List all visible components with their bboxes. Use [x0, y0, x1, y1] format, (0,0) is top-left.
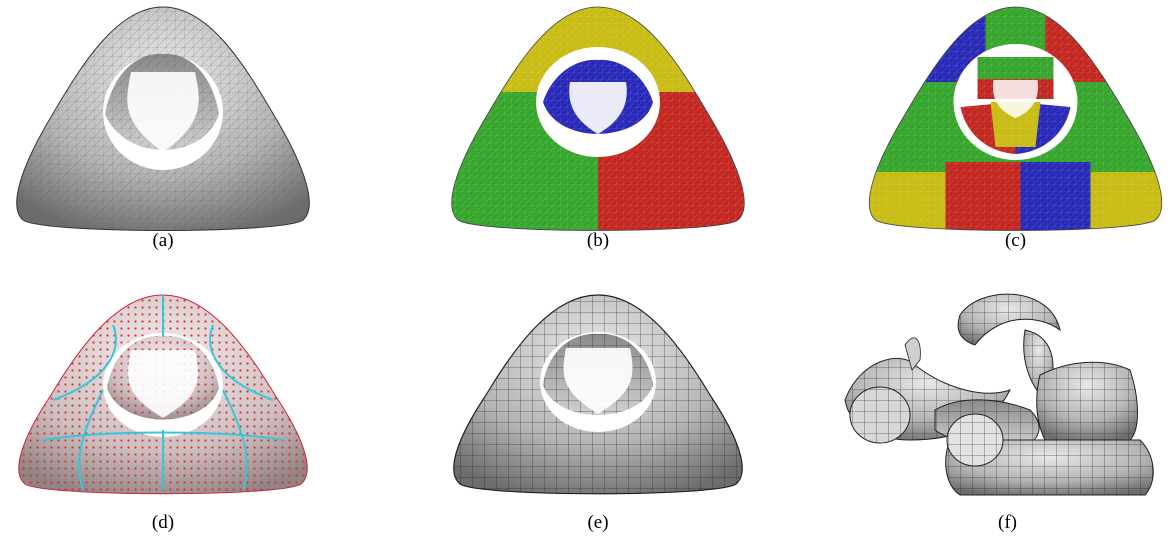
panel-e: (e) — [438, 290, 758, 544]
panel-c: (c) — [858, 2, 1173, 262]
segmented-torus-3-regions — [451, 6, 745, 231]
sample-points-torus — [18, 294, 308, 495]
caption-e: (e) — [587, 512, 609, 533]
segmented-torus-many-regions — [868, 6, 1163, 231]
patch-right — [945, 361, 1154, 496]
exploded-patches — [844, 293, 1154, 496]
patch-boundaries — [42, 295, 284, 491]
caption-f: (f) — [998, 512, 1017, 533]
panel-b: (b) — [438, 2, 758, 262]
caption-c: (c) — [1004, 230, 1027, 251]
panel-f: (f) — [840, 290, 1175, 544]
quad-mesh-torus — [453, 294, 743, 495]
triangle-mesh-torus — [16, 6, 310, 231]
caption-a: (a) — [152, 230, 174, 251]
caption-b: (b) — [586, 230, 610, 251]
caption-d: (d) — [151, 512, 175, 533]
panel-a: (a) — [8, 2, 318, 262]
panel-d: (d) — [8, 290, 318, 544]
